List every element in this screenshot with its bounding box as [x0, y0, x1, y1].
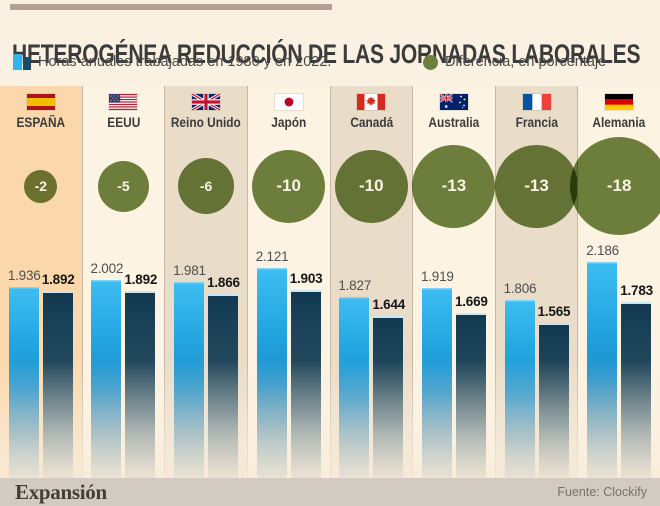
flag-australia-icon: [439, 94, 468, 110]
flag-japan-icon: [274, 94, 303, 110]
difference-value: -6: [199, 178, 213, 194]
bar-1980: [174, 282, 205, 478]
bar-2022: [208, 294, 239, 478]
legend-bar-1980-icon: [13, 54, 22, 70]
country-label: Canadá: [349, 115, 393, 130]
legend-difference: Diferencia, en porcentaje: [423, 54, 606, 70]
bar-1980: [91, 280, 122, 478]
country-label: ESPAÑA: [16, 115, 66, 130]
bar-1980: [8, 287, 39, 478]
value-2022: 1.783: [620, 283, 653, 298]
value-1980: 1.936: [7, 268, 41, 283]
difference-value: -13: [441, 176, 467, 195]
difference-value: -18: [606, 176, 632, 195]
value-2022: 1.565: [537, 304, 571, 319]
value-2022: 1.866: [207, 275, 240, 290]
country-label: Reino Unido: [171, 115, 242, 130]
bar-2022: [125, 291, 156, 478]
bar-2022: [290, 290, 321, 478]
value-1980: 1.981: [173, 263, 206, 278]
value-1980: 2.186: [586, 243, 619, 258]
country-label: EEUU: [106, 115, 140, 130]
bar-1980: [504, 300, 535, 478]
legend-hours-label: Horas anuales trabajadas en 1980 y en 20…: [38, 54, 332, 70]
bar-1980: [587, 262, 618, 478]
bar-1980: [421, 288, 452, 478]
chart-area: ESPAÑA -2 1.936 1.892 EEUU -5 2.002 1.89…: [0, 86, 660, 478]
flag-germany-icon: [605, 94, 634, 110]
country-column-japon: Japón -10 2.121 1.903: [246, 86, 330, 478]
flag-united-states-icon: [109, 94, 138, 110]
legend-bar-2022-icon: [23, 57, 31, 70]
bar-1980: [339, 297, 370, 478]
country-column-canada: Canadá -10 1.827 1.644: [329, 86, 413, 478]
bar-1980: [256, 268, 287, 478]
legend-difference-label: Diferencia, en porcentaje: [445, 54, 607, 70]
bar-2022: [621, 302, 652, 478]
bar-2022: [455, 313, 486, 478]
page-title: HETEROGÉNEA REDUCCIÓN DE LAS JORNADAS LA…: [12, 39, 641, 70]
bar-2022: [42, 291, 73, 478]
source-credit: Fuente: Clockify: [557, 485, 647, 499]
value-1980: 2.121: [255, 249, 289, 264]
country-column-australia: Australia -13 1.919 1.669: [412, 86, 496, 478]
difference-value: -13: [524, 176, 549, 195]
value-2022: 1.903: [289, 271, 323, 286]
country-label: Japón: [271, 115, 307, 130]
country-label: Alemania: [592, 115, 646, 130]
legend-circle-icon: [423, 54, 438, 70]
top-accent-bar: [10, 4, 332, 10]
country-column-alemania: Alemania -18 2.186 1.783: [570, 86, 660, 478]
country-label: Australia: [428, 115, 480, 130]
legend-hours: Horas anuales trabajadas en 1980 y en 20…: [13, 54, 331, 70]
flag-spain-icon: [26, 94, 55, 110]
difference-value: -10: [276, 176, 301, 195]
difference-value: -2: [34, 178, 48, 194]
bar-2022: [373, 316, 404, 478]
flag-united-kingdom-icon: [192, 94, 221, 110]
value-1980: 1.806: [503, 281, 537, 296]
value-2022: 1.892: [124, 272, 158, 287]
value-2022: 1.644: [372, 297, 406, 312]
country-column-espana: ESPAÑA -2 1.936 1.892: [0, 86, 82, 478]
brand-logo: Expansión: [15, 480, 107, 504]
difference-value: -5: [117, 178, 130, 194]
country-column-eeuu: EEUU -5 2.002 1.892: [81, 86, 165, 478]
flag-canada-icon: [357, 94, 386, 110]
value-1980: 2.002: [90, 261, 124, 276]
country-label: Francia: [515, 115, 558, 130]
country-column-reino-unido: Reino Unido -6 1.981 1.866: [164, 86, 247, 478]
value-1980: 1.827: [338, 278, 372, 293]
value-1980: 1.919: [420, 269, 454, 284]
value-2022: 1.669: [454, 294, 488, 309]
value-2022: 1.892: [41, 272, 75, 287]
footer-bar: Expansión Fuente: Clockify: [0, 478, 660, 506]
difference-value: -10: [359, 176, 384, 195]
country-column-francia: Francia -13 1.806 1.565: [494, 86, 579, 478]
bar-2022: [538, 323, 569, 478]
flag-france-icon: [522, 94, 551, 110]
